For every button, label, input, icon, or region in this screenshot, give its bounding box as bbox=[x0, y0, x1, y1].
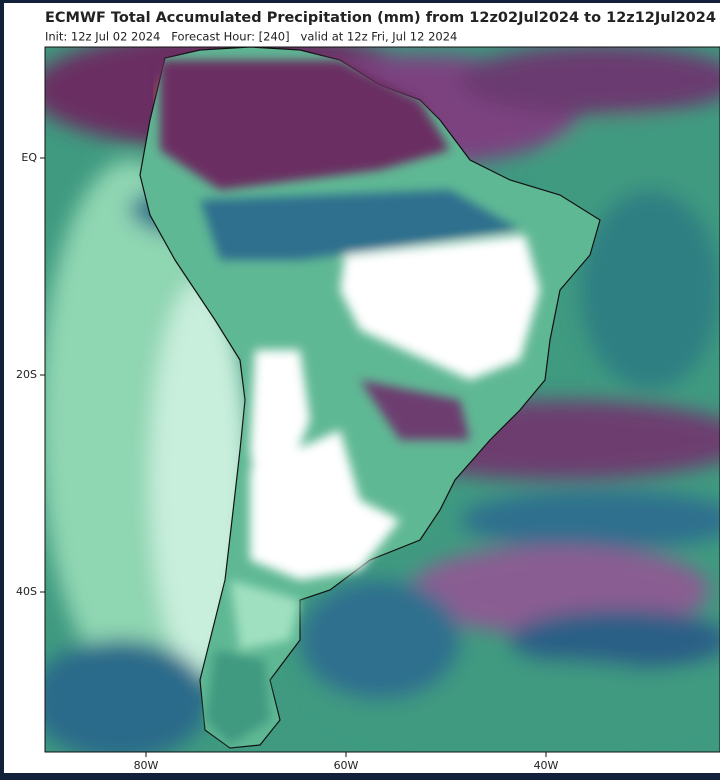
lon-label: 80W bbox=[134, 759, 159, 772]
title: ECMWF Total Accumulated Precipitation (m… bbox=[45, 10, 716, 26]
lat-label: EQ bbox=[21, 151, 37, 164]
precip-field bbox=[45, 47, 720, 752]
lon-label: 60W bbox=[334, 759, 359, 772]
lat-label: 20S bbox=[16, 368, 37, 381]
lat-label: 40S bbox=[16, 585, 37, 598]
lon-label: 40W bbox=[534, 759, 559, 772]
subtitle: Init: 12z Jul 02 2024 Forecast Hour: [24… bbox=[45, 30, 457, 44]
map-frame bbox=[44, 46, 720, 753]
